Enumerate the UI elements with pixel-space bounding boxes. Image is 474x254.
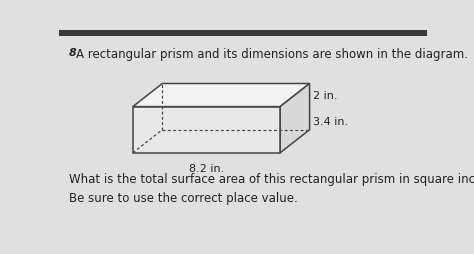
- Text: 2 in.: 2 in.: [313, 91, 338, 101]
- Text: Be sure to use the correct place value.: Be sure to use the correct place value.: [69, 192, 297, 204]
- Polygon shape: [133, 107, 280, 153]
- Text: What is the total surface area of this rectangular prism in square inches?: What is the total surface area of this r…: [69, 172, 474, 185]
- Text: A rectangular prism and its dimensions are shown in the diagram.: A rectangular prism and its dimensions a…: [76, 47, 468, 60]
- Text: 3.4 in.: 3.4 in.: [313, 117, 348, 127]
- Text: 8.2 in.: 8.2 in.: [189, 163, 224, 173]
- Polygon shape: [133, 84, 310, 107]
- Bar: [59, 30, 427, 37]
- Polygon shape: [280, 84, 310, 153]
- Text: 8: 8: [69, 47, 76, 57]
